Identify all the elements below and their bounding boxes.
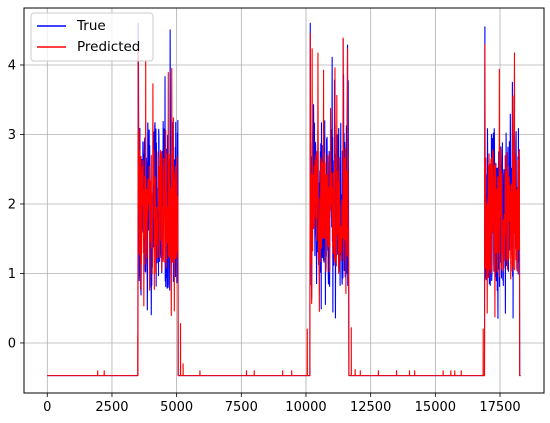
plot-area (46, 22, 521, 377)
x-tick-label: 15000 (415, 400, 456, 415)
x-tick-label: 0 (43, 400, 51, 415)
x-axis: 0 2500 5000 7500 10000 12500 15000 17500 (43, 393, 521, 415)
y-tick-label: 3 (8, 128, 16, 143)
x-tick-label: 2500 (95, 400, 128, 415)
x-tick-label: 12500 (350, 400, 391, 415)
y-axis: 0 1 2 3 4 (8, 58, 24, 351)
y-tick-label: 2 (8, 197, 16, 212)
legend: True Predicted (30, 12, 154, 62)
grid (24, 8, 544, 393)
y-tick-label: 4 (8, 58, 16, 73)
x-tick-label: 17500 (479, 400, 520, 415)
legend-label-predicted: Predicted (77, 39, 140, 55)
series-line-predicted (46, 33, 521, 377)
legend-box (30, 12, 154, 62)
y-tick-label: 1 (8, 267, 16, 282)
x-tick-label: 5000 (160, 400, 193, 415)
legend-label-true: True (76, 18, 106, 34)
x-tick-label: 10000 (285, 400, 326, 415)
x-tick-label: 7500 (225, 400, 258, 415)
y-tick-label: 0 (8, 336, 16, 351)
axes-frame (23, 7, 545, 394)
